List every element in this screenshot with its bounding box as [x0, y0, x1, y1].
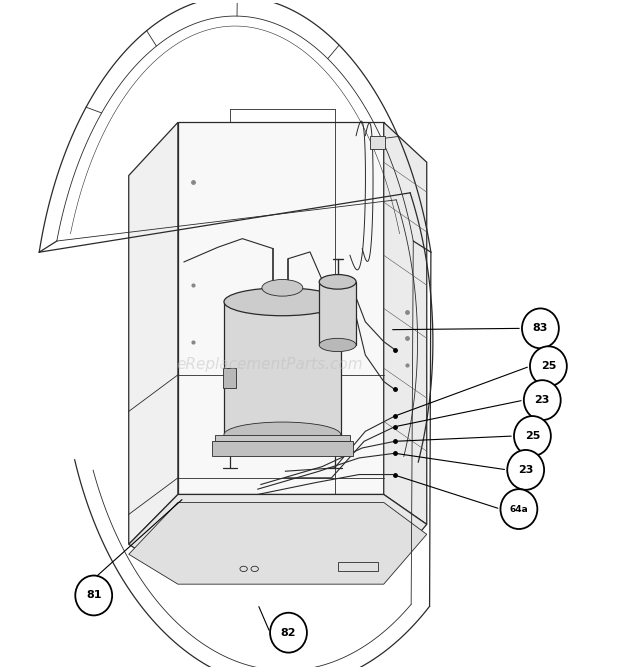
Text: 23: 23	[534, 395, 550, 405]
Text: 82: 82	[281, 628, 296, 638]
Ellipse shape	[224, 288, 341, 316]
Ellipse shape	[319, 275, 356, 289]
Polygon shape	[211, 442, 353, 456]
Circle shape	[270, 613, 307, 653]
Text: 25: 25	[541, 361, 556, 371]
Polygon shape	[215, 435, 350, 442]
Polygon shape	[129, 123, 178, 544]
Polygon shape	[319, 282, 356, 345]
Circle shape	[522, 308, 559, 348]
Circle shape	[530, 346, 567, 386]
Polygon shape	[223, 369, 236, 388]
Circle shape	[507, 450, 544, 490]
Polygon shape	[370, 135, 385, 149]
Text: 23: 23	[518, 465, 533, 475]
Ellipse shape	[262, 279, 303, 296]
Text: 25: 25	[525, 431, 540, 441]
Ellipse shape	[224, 422, 341, 448]
Text: 64a: 64a	[510, 505, 528, 514]
Polygon shape	[129, 494, 427, 576]
Ellipse shape	[319, 338, 356, 352]
Text: eReplacementParts.com: eReplacementParts.com	[177, 357, 363, 373]
Polygon shape	[384, 123, 427, 525]
Circle shape	[514, 416, 551, 456]
Circle shape	[524, 380, 560, 420]
Text: 81: 81	[86, 590, 102, 600]
Polygon shape	[178, 123, 384, 494]
Circle shape	[75, 576, 112, 616]
Polygon shape	[129, 502, 427, 584]
Text: 83: 83	[533, 324, 548, 334]
Circle shape	[500, 489, 538, 529]
Polygon shape	[224, 302, 341, 435]
